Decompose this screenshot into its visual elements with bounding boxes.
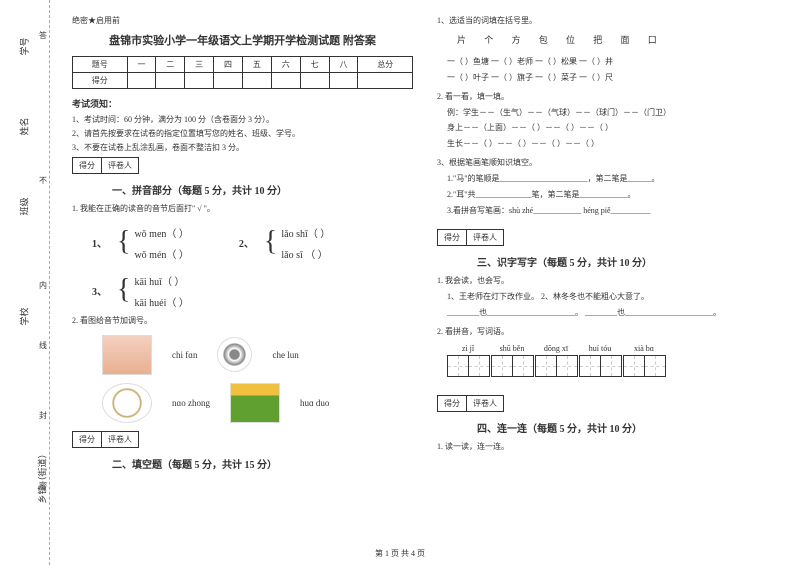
clock-image bbox=[102, 383, 152, 423]
margin-mark: 答 bbox=[39, 30, 47, 41]
char-grid: zì jǐ shū běn dōng xī huí tóu xià bɑ bbox=[447, 344, 778, 377]
score-box: 得分 评卷人 bbox=[437, 395, 504, 412]
binding-margin: 学号 姓名 班级 学校 乡镇（街道） 答 不 内 线 封 密 bbox=[0, 0, 50, 565]
question-prompt: 1、选适当的词填在括号里。 bbox=[437, 15, 778, 27]
question-prompt: 1. 读一读，连一连。 bbox=[437, 441, 778, 453]
margin-label: 乡镇（街道） bbox=[36, 449, 49, 503]
margin-label: 学校 bbox=[18, 307, 31, 325]
section-title: 一、拼音部分（每题 5 分，共计 10 分） bbox=[112, 182, 413, 197]
eating-image bbox=[102, 335, 152, 375]
section-title: 三、识字写字（每题 5 分，共计 10 分） bbox=[477, 254, 778, 269]
section-title: 四、连一连（每题 5 分，共计 10 分） bbox=[477, 420, 778, 435]
brace-icon: { bbox=[117, 279, 130, 301]
brace-icon: { bbox=[117, 231, 130, 253]
word-bank: 片 个 方 包 位 把 面 口 bbox=[457, 33, 778, 46]
brace-icon: { bbox=[264, 231, 277, 253]
question-prompt: 1. 我会读，也会写。 bbox=[437, 275, 778, 287]
right-column: 1、选适当的词填在括号里。 片 个 方 包 位 把 面 口 一（ ）鱼塘 一（ … bbox=[425, 15, 790, 550]
left-column: 绝密★启用前 盘锦市实验小学一年级语文上学期开学检测试题 附答案 题号 一 二 … bbox=[60, 15, 425, 550]
wheel-image bbox=[217, 337, 252, 372]
margin-mark: 封 bbox=[39, 410, 47, 421]
question-prompt: 2. 看图给音节加调号。 bbox=[72, 315, 413, 327]
score-box: 得分 评卷人 bbox=[437, 229, 504, 246]
margin-label: 班级 bbox=[18, 197, 31, 215]
notice-item: 2、请首先按要求在试卷的指定位置填写您的姓名、班级、学号。 bbox=[72, 128, 413, 139]
score-box: 得分 评卷人 bbox=[72, 157, 139, 174]
page-footer: 第 1 页 共 4 页 bbox=[0, 548, 800, 559]
margin-label: 姓名 bbox=[18, 117, 31, 135]
score-box: 得分 评卷人 bbox=[72, 431, 139, 448]
margin-mark: 密 bbox=[39, 480, 47, 491]
margin-mark: 内 bbox=[39, 280, 47, 291]
secret-label: 绝密★启用前 bbox=[72, 15, 413, 26]
flower-image bbox=[230, 383, 280, 423]
section-title: 二、填空题（每题 5 分，共计 15 分） bbox=[112, 456, 413, 471]
score-table: 题号 一 二 三 四 五 六 七 八 总分 得分 bbox=[72, 56, 413, 89]
notice-item: 1、考试时间：60 分钟，满分为 100 分（含卷面分 3 分）。 bbox=[72, 114, 413, 125]
exam-title: 盘锦市实验小学一年级语文上学期开学检测试题 附答案 bbox=[72, 32, 413, 48]
question-prompt: 3、根据笔画笔顺知识填空。 bbox=[437, 157, 778, 169]
margin-mark: 线 bbox=[39, 340, 47, 351]
margin-label: 学号 bbox=[18, 37, 31, 55]
question-prompt: 2. 看一看，填一填。 bbox=[437, 91, 778, 103]
question-prompt: 1. 我能在正确的读音的音节后面打" √ "。 bbox=[72, 203, 413, 215]
notice-item: 3、不要在试卷上乱涂乱画，卷面不整洁扣 3 分。 bbox=[72, 142, 413, 153]
notice-title: 考试须知： bbox=[72, 97, 413, 110]
margin-mark: 不 bbox=[39, 175, 47, 186]
question-prompt: 2. 看拼音，写词语。 bbox=[437, 326, 778, 338]
